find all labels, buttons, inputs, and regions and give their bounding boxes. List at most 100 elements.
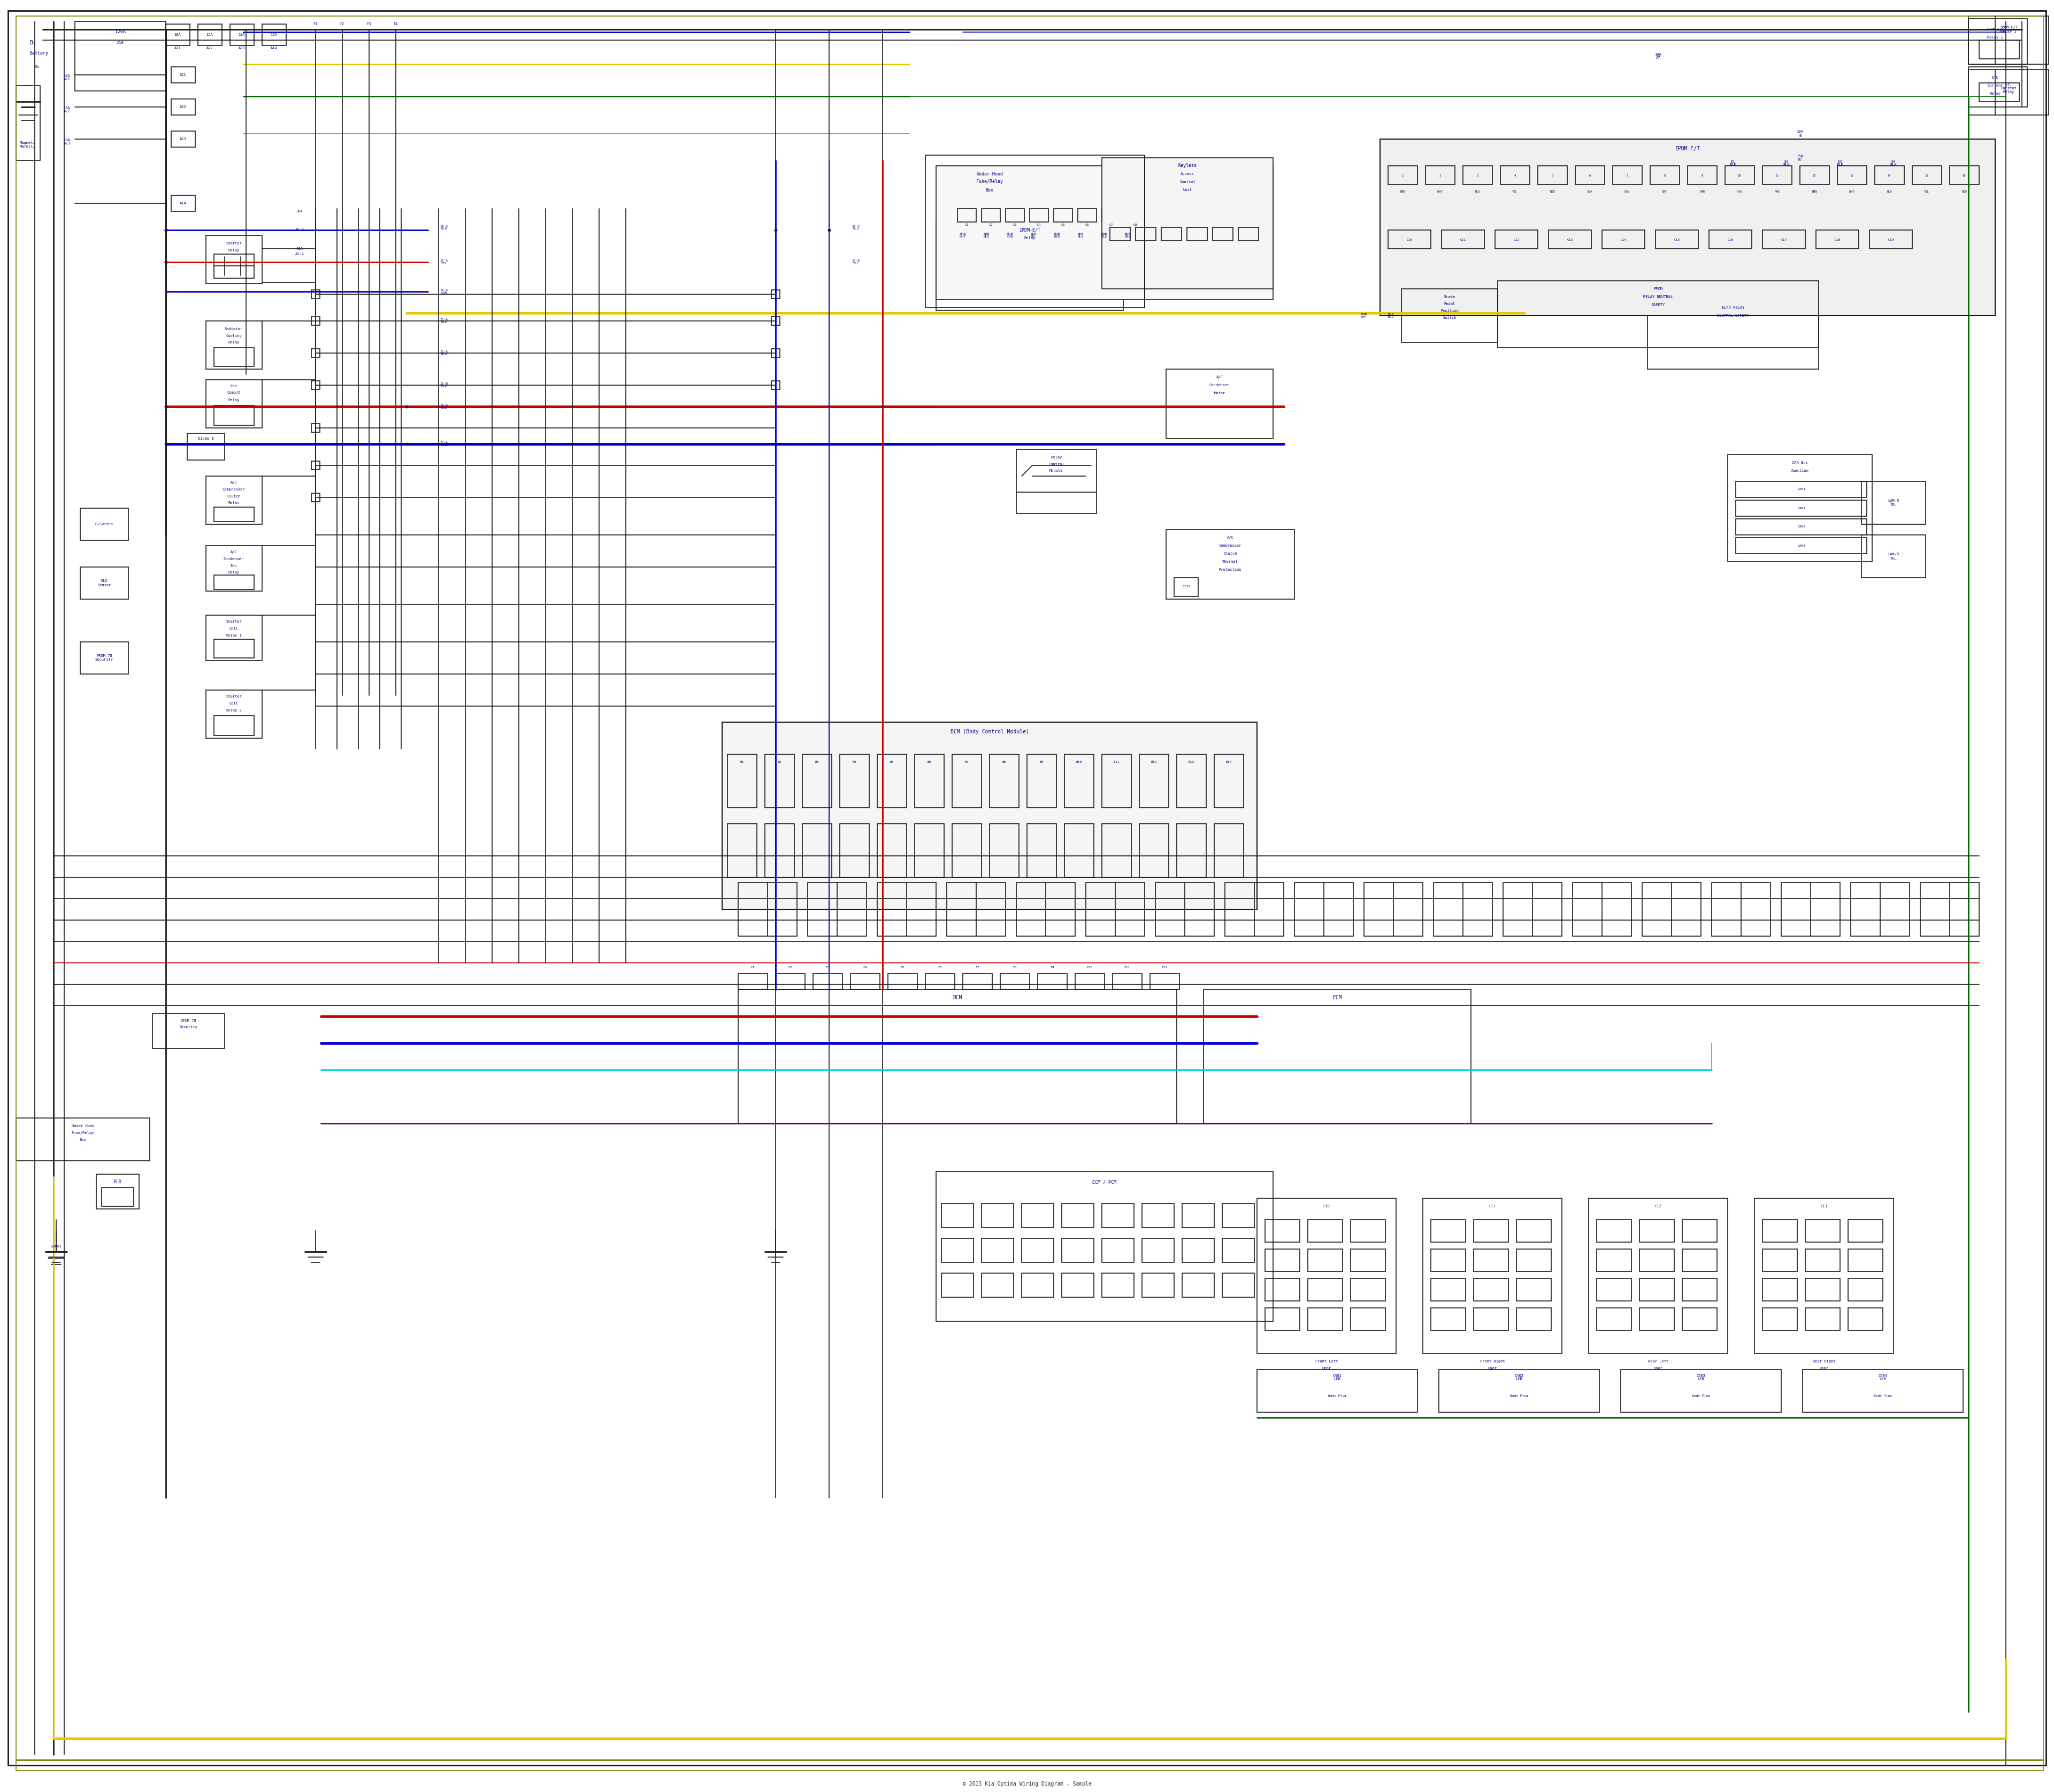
Bar [1818,151,1861,177]
Text: IE-A
BLU: IE-A BLU [440,224,448,229]
Bar [1596,1220,1631,1242]
Text: Starter: Starter [226,620,242,624]
Text: Condenser: Condenser [1210,383,1230,387]
Bar [926,156,1144,308]
Bar [1549,229,1592,249]
Bar [205,690,263,738]
Bar [1736,482,1867,498]
Bar [1054,208,1072,222]
Bar [937,222,1124,310]
Bar [982,1238,1013,1262]
Bar [1861,482,1927,525]
Bar [1214,824,1243,878]
Bar [1257,1369,1417,1412]
Text: BRB
BLK: BRB BLK [1101,233,1107,238]
Bar [1142,1272,1175,1297]
Text: Body Plug: Body Plug [1873,1394,1892,1398]
Bar [1021,1272,1054,1297]
Bar [214,348,255,366]
Bar [1968,16,2048,65]
Text: GRN: GRN [1625,190,1629,194]
Bar [1516,1249,1551,1272]
Bar [1294,883,1354,935]
Text: F1: F1 [314,23,318,25]
Text: IPDM-E/T
Relay 1: IPDM-E/T Relay 1 [1999,25,2017,32]
Bar [1064,824,1095,878]
Bar [941,1204,974,1228]
Bar [1612,167,1641,185]
Text: YEL: YEL [1925,190,1929,194]
Bar [1711,883,1771,935]
Bar [1167,530,1294,599]
Text: Radiator: Radiator [224,328,242,330]
Text: B+: B+ [35,65,39,68]
Text: Fan: Fan [230,564,236,568]
Bar [1442,229,1485,249]
Text: E3
BLK: E3 BLK [1836,159,1842,167]
Text: B8: B8 [1002,762,1006,763]
Bar [1711,151,1754,177]
Text: BLB
TEL: BLB TEL [1031,233,1037,238]
Bar [1656,229,1699,249]
Text: F5: F5 [900,966,904,968]
Bar [990,754,1019,808]
Text: C13: C13 [1820,1204,1828,1208]
Bar [803,824,832,878]
Text: ETC
Current
Relay: ETC Current Relay [2001,82,2017,93]
Text: 40A: 40A [296,247,302,251]
Bar [1265,1249,1300,1272]
Text: C12: C12 [1656,1204,1662,1208]
Text: 15: 15 [1925,174,1929,177]
Bar [1352,1249,1384,1272]
Bar [166,23,189,45]
Bar [1762,1249,1797,1272]
Text: BRB
BLU: BRB BLU [1389,314,1395,319]
Bar [1727,455,1871,561]
Text: F4: F4 [863,966,867,968]
Text: WHT: WHT [1849,190,1855,194]
Bar [1074,973,1105,989]
Bar [187,434,224,461]
Text: Comp/O: Comp/O [226,391,240,394]
Text: Rear Left: Rear Left [1647,1360,1668,1364]
Bar [1364,883,1423,935]
Text: ECM / PCM: ECM / PCM [1093,1179,1117,1185]
Bar [1161,228,1181,240]
Bar [1649,167,1680,185]
Bar [953,754,982,808]
Bar [1871,151,1914,177]
Text: C403
LEB: C403 LEB [1697,1374,1705,1382]
Bar [1575,167,1604,185]
Bar [953,824,982,878]
Text: C17: C17 [1781,238,1787,240]
Text: F8: F8 [1013,966,1017,968]
Bar [1142,1204,1175,1228]
Bar [1062,1272,1095,1297]
Bar [80,566,127,599]
Bar [1639,1278,1674,1301]
Text: 120A: 120A [115,30,125,34]
Text: A10: A10 [117,41,123,45]
Bar [1762,1308,1797,1330]
Bar [1021,1238,1054,1262]
Text: Control: Control [1179,181,1195,183]
Text: IE-A
BLU: IE-A BLU [440,441,448,446]
Bar [1432,1249,1467,1272]
Text: A22: A22 [179,106,187,109]
Text: BLU: BLU [1475,190,1481,194]
Text: B12: B12 [1150,762,1156,763]
Bar [1027,824,1056,878]
Bar [1762,167,1791,185]
Text: Protection: Protection [1218,568,1241,572]
Text: C15: C15 [1674,238,1680,240]
Text: S0001: S0001 [51,1245,62,1247]
Text: 30A: 30A [296,210,302,213]
Bar [1861,536,1927,577]
Text: Battery: Battery [29,52,47,56]
Bar [1473,1278,1508,1301]
Text: Motor: Motor [1214,392,1226,394]
Text: IPDM-E/T: IPDM-E/T [1674,145,1701,151]
Bar [170,131,195,147]
Text: Brake: Brake [1444,296,1454,299]
Bar [205,321,263,369]
